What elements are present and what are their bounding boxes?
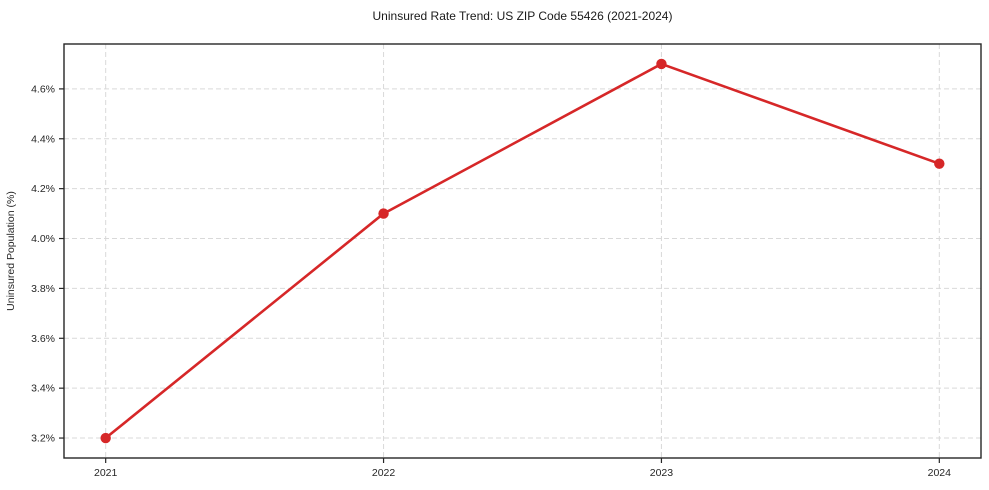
x-tick-label: 2024 [928, 467, 952, 479]
y-tick-label: 3.8% [31, 283, 55, 295]
y-tick-label: 4.6% [31, 83, 55, 95]
y-tick-label: 3.4% [31, 383, 55, 395]
y-tick-label: 4.0% [31, 233, 55, 245]
data-point [934, 158, 945, 169]
trend-line [104, 62, 941, 440]
y-tick-label: 3.6% [31, 333, 55, 345]
plot-border [63, 43, 982, 459]
y-tick-label: 4.4% [31, 133, 55, 145]
y-tick-label: 3.2% [31, 433, 55, 445]
data-point [656, 58, 667, 70]
x-tick-label: 2023 [650, 467, 674, 479]
x-tick-label: 2021 [94, 467, 118, 479]
tick-marks [59, 88, 940, 463]
data-point [100, 432, 111, 444]
data-point [378, 208, 389, 219]
y-tick-label: 4.2% [31, 183, 55, 195]
tick-labels: 3.2% 3.4% 3.6% 3.8% 4.0% 4.2% 4.4% 4.6% 2021 2022… [31, 83, 951, 479]
chart-title: Uninsured Rate Trend: US ZIP Code 55426 … [372, 9, 673, 23]
y-axis-label: Uninsured Population (%) [5, 191, 17, 311]
grid-lines [64, 44, 981, 458]
x-tick-label: 2022 [372, 467, 396, 479]
